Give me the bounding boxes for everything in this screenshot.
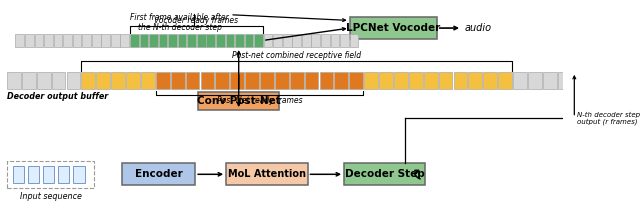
Bar [198,92,280,110]
Bar [168,34,177,47]
Bar [275,72,289,89]
Bar [67,72,80,89]
Bar [319,72,333,89]
Bar [513,72,527,89]
Bar [468,72,482,89]
Bar [52,72,65,89]
Bar [254,34,263,47]
Bar [305,72,319,89]
Bar [216,34,225,47]
Text: MoL Attention: MoL Attention [228,169,306,179]
Bar [44,34,52,47]
Text: Conv Post-Net: Conv Post-Net [197,96,280,106]
Bar [43,166,54,183]
Bar [188,34,196,47]
Bar [340,34,349,47]
Text: N-th decoder step
output (r frames): N-th decoder step output (r frames) [577,112,640,125]
Text: Decoder Step: Decoder Step [345,169,424,179]
Bar [528,72,541,89]
Bar [111,72,125,89]
Text: Encoder: Encoder [135,169,182,179]
Bar [36,72,51,89]
Text: First frame available after
the N-th decoder step: First frame available after the N-th dec… [130,13,229,32]
Bar [111,34,120,47]
Bar [200,72,214,89]
Bar [63,34,72,47]
Bar [216,72,229,89]
Bar [225,34,234,47]
Bar [394,72,408,89]
Bar [344,163,426,185]
Bar [273,34,282,47]
Bar [149,34,158,47]
Bar [283,34,291,47]
Bar [7,161,94,188]
Bar [54,34,62,47]
Bar [379,72,393,89]
Bar [122,163,195,185]
Text: Vocoder ready frames: Vocoder ready frames [154,16,239,25]
Bar [424,72,438,89]
Text: Decoder output buffer: Decoder output buffer [7,92,108,101]
Bar [58,166,69,183]
Bar [13,166,24,183]
Bar [330,34,339,47]
Text: Post-Net ready frames: Post-Net ready frames [217,96,302,105]
Bar [245,72,259,89]
Bar [335,72,348,89]
Bar [101,34,110,47]
Bar [226,163,307,185]
Bar [7,72,20,89]
Bar [92,34,100,47]
Bar [364,72,378,89]
Bar [321,34,330,47]
Text: Input sequence: Input sequence [20,191,81,201]
Bar [120,34,129,47]
Bar [140,34,148,47]
Bar [35,34,44,47]
Bar [207,34,215,47]
Bar [349,34,358,47]
Bar [302,34,310,47]
Bar [264,34,273,47]
Bar [130,34,139,47]
Bar [171,72,184,89]
Bar [312,34,320,47]
Bar [25,34,34,47]
Bar [438,72,452,89]
Bar [15,34,24,47]
Bar [81,72,95,89]
Bar [126,72,140,89]
Bar [235,34,244,47]
Bar [159,34,168,47]
Bar [83,34,91,47]
Bar [141,72,155,89]
Bar [557,72,572,89]
Bar [22,72,36,89]
Bar [96,72,110,89]
Bar [292,34,301,47]
Bar [260,72,274,89]
Bar [244,34,253,47]
Bar [156,72,170,89]
Bar [498,72,512,89]
FancyArrowPatch shape [415,170,420,179]
Bar [28,166,39,183]
Bar [543,72,557,89]
Bar [178,34,186,47]
Text: Post-net combined receptive field: Post-net combined receptive field [232,50,361,60]
Bar [349,72,363,89]
Bar [349,17,436,40]
Bar [409,72,422,89]
Text: LPCNet Vocoder: LPCNet Vocoder [346,23,440,33]
Bar [74,166,84,183]
Bar [483,72,497,89]
Bar [290,72,303,89]
Bar [73,34,81,47]
Bar [197,34,205,47]
Bar [454,72,467,89]
Bar [230,72,244,89]
Text: audio: audio [465,23,492,33]
Bar [186,72,200,89]
